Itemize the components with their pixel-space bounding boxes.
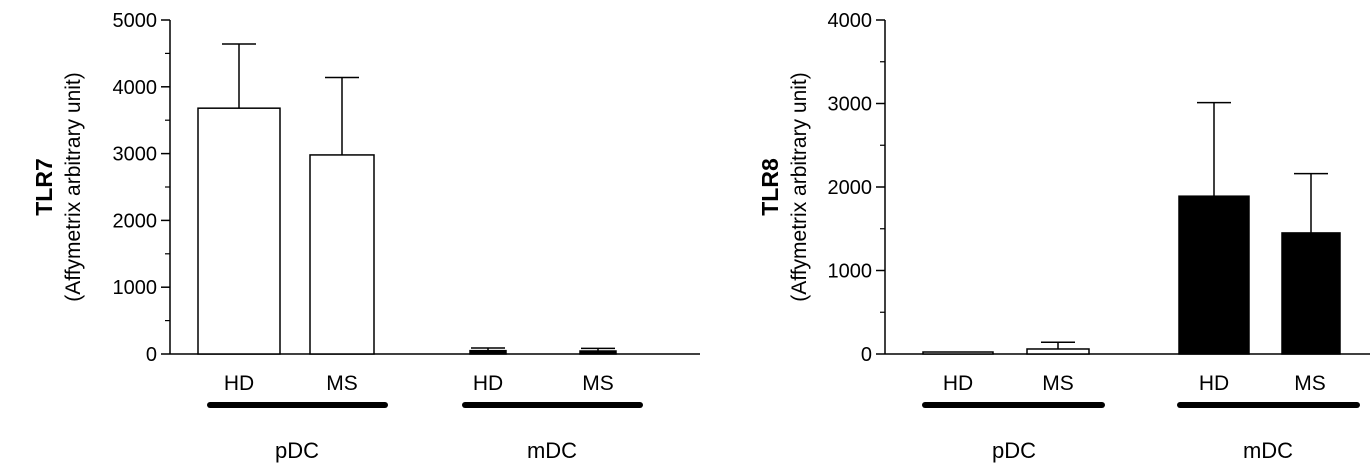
- category-label: HD: [1199, 372, 1229, 395]
- y-tick-label: 4000: [113, 77, 158, 99]
- group-label: mDC: [527, 438, 577, 463]
- y-axis-title: TLR7: [31, 158, 57, 216]
- y-tick-label: 5000: [113, 10, 158, 32]
- bar-pdc-ms: [1026, 348, 1090, 355]
- bar-pdc-hd: [197, 107, 281, 355]
- category-label: HD: [473, 372, 503, 395]
- bar-mdc-hd: [1178, 195, 1250, 355]
- group-label: pDC: [992, 438, 1036, 463]
- y-tick-label: 4000: [828, 10, 873, 32]
- bar-pdc-ms: [309, 154, 375, 355]
- y-tick-label: 1000: [113, 277, 158, 299]
- chart-panel-1: 0 1000 2000 3000 4000 5000 TLR7 (Affymetrix arb…: [31, 10, 700, 463]
- y-tick-label: 2000: [828, 177, 873, 199]
- y-tick-label: 0: [861, 344, 872, 366]
- y-axis-title: TLR8: [757, 158, 783, 216]
- category-label: HD: [943, 372, 973, 395]
- y-axis-subtitle: (Affymetrix arbitrary unit): [62, 72, 85, 302]
- category-label: HD: [224, 372, 254, 395]
- category-label: MS: [582, 372, 614, 395]
- chart-panel-2: 0 1000 2000 3000 4000 TLR8 (Affymetrix arbitra…: [757, 10, 1370, 463]
- y-axis-subtitle: (Affymetrix arbitrary unit): [788, 72, 811, 302]
- category-label: MS: [1294, 372, 1326, 395]
- group-label: pDC: [275, 438, 319, 463]
- y-tick-label: 1000: [828, 261, 873, 283]
- group-label: mDC: [1243, 438, 1293, 463]
- y-tick-label: 3000: [113, 144, 158, 166]
- bar-mdc-ms: [1281, 232, 1341, 355]
- y-tick-label: 2000: [113, 210, 158, 232]
- category-label: MS: [326, 372, 358, 395]
- y-tick-label: 0: [146, 344, 157, 366]
- category-label: MS: [1042, 372, 1074, 395]
- bar-pdc-hd: [922, 351, 994, 355]
- bar-mdc-hd: [469, 349, 507, 355]
- y-tick-label: 3000: [828, 94, 873, 116]
- bar-mdc-ms: [579, 350, 617, 355]
